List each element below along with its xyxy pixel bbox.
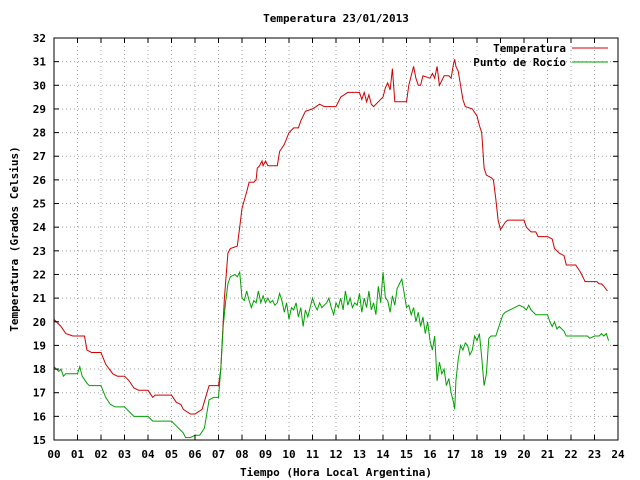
- x-tick-label: 10: [282, 448, 295, 461]
- y-tick-label: 22: [33, 268, 46, 281]
- series-group: [53, 59, 610, 439]
- y-tick-label: 24: [33, 221, 47, 234]
- x-tick-label: 19: [494, 448, 507, 461]
- x-tick-label: 13: [353, 448, 366, 461]
- y-tick-label: 31: [33, 56, 47, 69]
- x-tick-label: 12: [329, 448, 342, 461]
- series-line-temperatura: [53, 59, 608, 415]
- x-tick-label: 04: [141, 448, 155, 461]
- x-tick-label: 21: [541, 448, 555, 461]
- y-tick-label: 26: [33, 174, 47, 187]
- x-tick-label: 01: [71, 448, 85, 461]
- x-tick-label: 11: [306, 448, 320, 461]
- x-tick-label: 09: [259, 448, 272, 461]
- chart-title: Temperatura 23/01/2013: [263, 12, 409, 25]
- y-tick-label: 20: [33, 316, 46, 329]
- x-tick-label: 05: [165, 448, 178, 461]
- y-tick-label: 32: [33, 32, 46, 45]
- x-tick-label: 23: [588, 448, 601, 461]
- x-tick-label: 24: [611, 448, 625, 461]
- tick-marks: [53, 37, 619, 441]
- x-tick-label: 00: [47, 448, 60, 461]
- x-tick-label: 18: [470, 448, 483, 461]
- x-tick-label: 16: [423, 448, 437, 461]
- x-tick-label: 15: [400, 448, 413, 461]
- x-tick-label: 14: [376, 448, 390, 461]
- y-tick-label: 25: [33, 198, 46, 211]
- y-tick-labels: 15 16 17 18 19 20 21 22 23 24 25 26 27 28 29 30 31 32: [33, 32, 47, 447]
- y-tick-label: 29: [33, 103, 46, 116]
- y-tick-label: 21: [33, 292, 47, 305]
- grid-lines: [54, 38, 618, 440]
- x-tick-labels: 00 01 02 03 04 05 06 07 08 09 10 11 12 13 14 15 16 17 18 19…: [47, 448, 625, 461]
- y-tick-label: 23: [33, 245, 46, 258]
- series-line-punto-de-rocio: [53, 270, 610, 439]
- y-tick-label: 15: [33, 434, 46, 447]
- x-tick-label: 02: [94, 448, 107, 461]
- x-tick-label: 17: [447, 448, 460, 461]
- y-tick-label: 28: [33, 127, 46, 140]
- x-tick-label: 03: [118, 448, 131, 461]
- x-tick-label: 06: [188, 448, 202, 461]
- x-tick-label: 07: [212, 448, 225, 461]
- y-tick-label: 17: [33, 387, 46, 400]
- x-tick-label: 08: [235, 448, 248, 461]
- y-tick-label: 18: [33, 363, 46, 376]
- legend-label: Temperatura: [493, 42, 566, 55]
- legend-label: Punto de Rocío: [473, 56, 566, 69]
- x-axis-label: Tiempo (Hora Local Argentina): [240, 466, 432, 479]
- y-tick-label: 19: [33, 339, 46, 352]
- y-tick-label: 16: [33, 410, 47, 423]
- x-tick-label: 20: [517, 448, 530, 461]
- x-tick-label: 22: [564, 448, 577, 461]
- y-tick-label: 30: [33, 79, 46, 92]
- y-axis-label: Temperatura (Grados Celsius): [8, 146, 21, 331]
- y-tick-label: 27: [33, 150, 46, 163]
